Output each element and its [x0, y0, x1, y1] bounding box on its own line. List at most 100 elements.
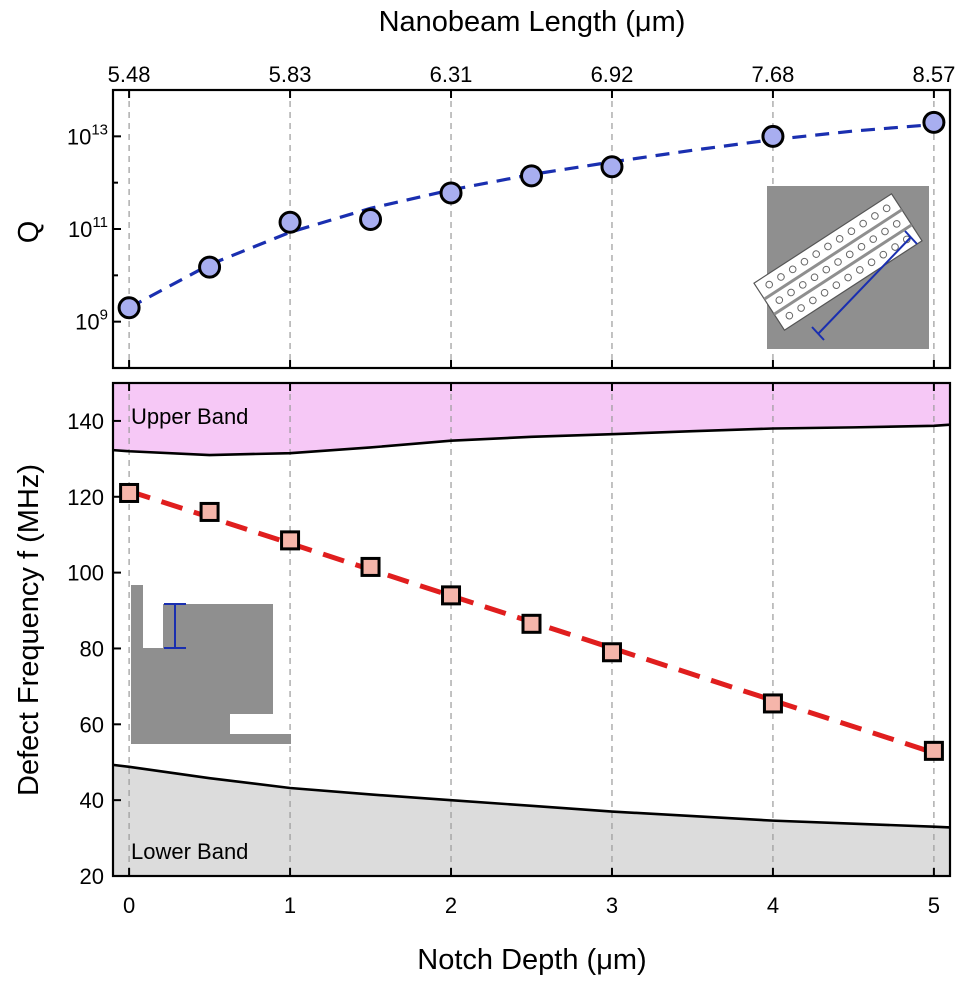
top-y-tick-label: 1011 [68, 214, 108, 242]
q-point [359, 208, 383, 232]
bottom-y-axis-title: Defect Frequency f (MHz) [13, 464, 45, 796]
nanobeam-hole [856, 266, 864, 274]
top-x-tick-label: 6.92 [591, 62, 634, 87]
bottom-y-tick-label: 20 [80, 864, 104, 889]
notch-depth-indicator [164, 603, 186, 649]
frequency-point [601, 642, 622, 663]
bottom-grid [128, 383, 935, 876]
lower-band-edge [112, 763, 951, 829]
nanobeam-hole [810, 273, 819, 282]
q-point [520, 164, 543, 188]
nanobeam-hole [857, 242, 866, 251]
upper-band-region [113, 383, 950, 456]
length-indicator-cap [811, 326, 825, 341]
nanobeam-hole [812, 250, 820, 258]
top-x-tick-label: 5.48 [108, 62, 151, 87]
q-point [198, 255, 222, 279]
band-edge-lines [112, 423, 951, 829]
nanobeam-hole [867, 258, 876, 267]
q-point [761, 124, 785, 148]
notch-inset [131, 585, 291, 744]
top-y-tick-label: 1013 [67, 121, 108, 149]
top-y-axis-title: Q [13, 221, 45, 244]
bottom-x-tick-label: 0 [123, 893, 135, 918]
frequency-point [119, 482, 140, 503]
nanobeam-hole [869, 235, 878, 243]
q-point [600, 155, 624, 179]
upper-band-edge [112, 423, 951, 457]
nanobeam-hole [881, 227, 889, 236]
q-point [117, 296, 141, 320]
nanobeam-hole [835, 235, 844, 243]
nanobeam-hole [785, 311, 794, 320]
notch-shape [131, 585, 291, 744]
bottom-x-tick-label: 3 [606, 893, 618, 918]
nanobeam-hole [775, 296, 784, 304]
nanobeam-hole [871, 212, 879, 220]
upper-band-label: Upper Band [131, 404, 248, 429]
bottom-y-tick-label: 100 [67, 561, 104, 586]
nanobeam-hole [892, 220, 901, 228]
bottom-y-tick-labels: 20 40 60 80 100 120 140 [67, 409, 104, 889]
nanobeam-holes [765, 204, 911, 320]
nanobeam-hole [797, 304, 805, 312]
top-y-tick-labels: 109 1011 1013 [67, 121, 108, 334]
bottom-panel: Upper Band Lower Band 20406080100120140 … [13, 381, 952, 976]
lower-band-label: Lower Band [131, 839, 248, 864]
bottom-y-tick-label: 40 [80, 788, 104, 813]
nanobeam-hole [847, 227, 856, 236]
nanobeam-hole [800, 257, 809, 266]
nanobeam-hole [788, 265, 797, 274]
lower-band-region [113, 764, 950, 876]
top-x-tick-label: 8.57 [912, 62, 955, 87]
nanobeam-hole [809, 296, 817, 305]
top-x-tick-label: 7.68 [752, 62, 795, 87]
frequency-point [199, 501, 220, 522]
bottom-x-axis-title: Notch Depth (μm) [417, 944, 646, 976]
nanobeam-inset [753, 186, 929, 349]
nanobeam-hole [824, 242, 832, 251]
frequency-point [360, 556, 381, 577]
frequency-markers [119, 482, 944, 761]
top-y-tick-label: 109 [75, 307, 108, 335]
frequency-point [521, 613, 542, 634]
length-indicator-cap [904, 230, 918, 245]
frequency-point [441, 585, 462, 606]
nanobeam-hole [844, 273, 852, 282]
bottom-plot-frame [111, 381, 952, 878]
bottom-x-tick-label: 5 [928, 893, 940, 918]
nanobeam-hole [798, 281, 807, 289]
bottom-x-tick-labels: 0 1 2 3 4 5 [123, 893, 940, 918]
bottom-y-tick-label: 140 [67, 409, 104, 434]
top-x-tick-labels: 5.48 5.83 6.31 6.92 7.68 8.57 [108, 62, 956, 87]
nanobeam-hole [891, 243, 899, 251]
top-plot-frame [111, 88, 952, 370]
bottom-y-tick-label: 120 [67, 485, 104, 510]
nanobeam-hole [882, 204, 891, 213]
bottom-y-tick-label: 60 [80, 712, 104, 737]
q-point [922, 110, 946, 134]
top-x-tick-label: 5.83 [269, 62, 312, 87]
top-panel: Nanobeam Length (μm) 5.48 5.83 6.31 6.92 7.6… [13, 6, 956, 370]
nanobeam-hole [845, 250, 854, 259]
nanobeam-hole [879, 250, 888, 259]
nanobeam-hole [859, 219, 867, 228]
bottom-y-tick-label: 80 [80, 636, 104, 661]
nanobeam-hole [820, 288, 829, 297]
nanobeam-hole [822, 265, 831, 274]
nanobeam-hole [834, 258, 842, 266]
nanobeam-hole [765, 280, 774, 289]
length-indicator-line [817, 236, 912, 335]
nanobeam-slot [763, 208, 903, 301]
q-markers [117, 110, 946, 320]
frequency-point [923, 740, 944, 761]
frequency-point [280, 530, 301, 551]
q-point [439, 181, 463, 205]
nanobeam-diagram [753, 193, 923, 331]
length-indicator [811, 230, 918, 341]
nanobeam-hole [777, 273, 785, 281]
top-x-tick-label: 6.31 [430, 62, 473, 87]
nanobeam-hole [832, 281, 841, 289]
nanobeam-hole [787, 288, 795, 297]
